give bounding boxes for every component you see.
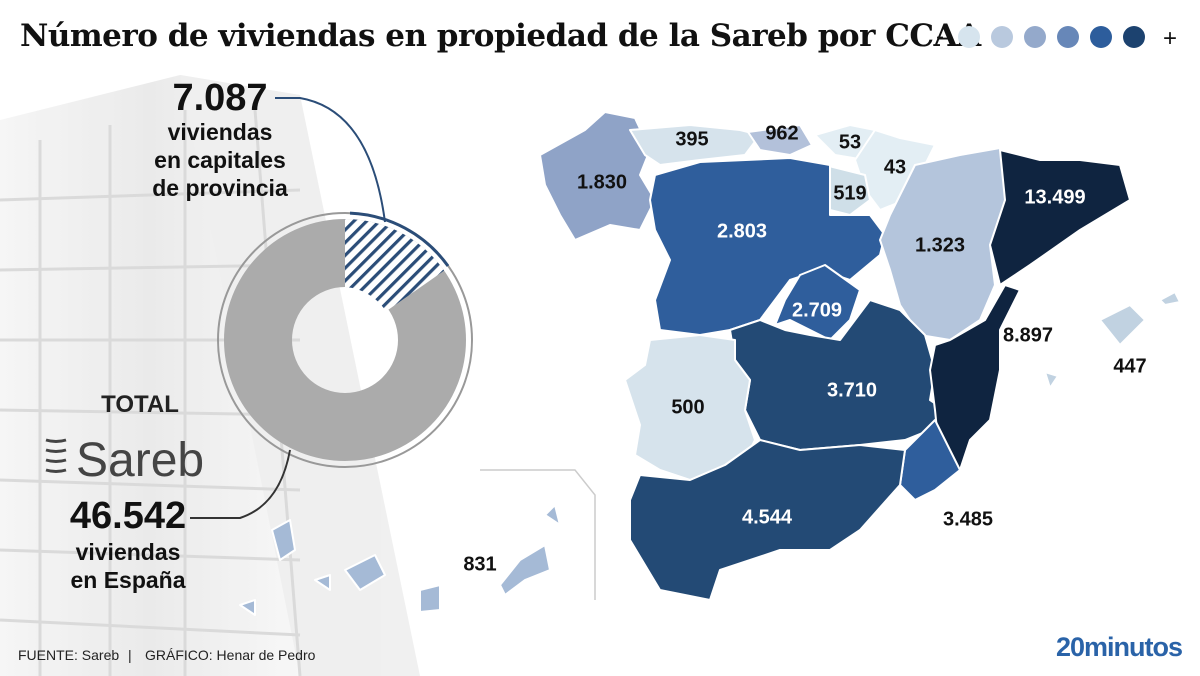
region-label: 13.499: [1024, 186, 1085, 208]
canarias-frame: [480, 469, 596, 600]
region: [899, 419, 961, 501]
source: FUENTE: Sareb: [18, 647, 119, 663]
region-label: 53: [839, 131, 861, 153]
region-label: 3.485: [943, 508, 993, 530]
legend-swatch: [1123, 26, 1145, 48]
capitals-text: viviendas: [168, 119, 273, 145]
legend: - +: [936, 23, 1177, 52]
region-label: 43: [884, 156, 906, 178]
region-label: 500: [671, 396, 704, 418]
region: [929, 284, 1021, 471]
title: Número de viviendas en propiedad de la S…: [20, 18, 982, 54]
capitals-text: de provincia: [152, 175, 288, 201]
legend-swatch: [958, 26, 980, 48]
region-label: 2.803: [717, 220, 767, 242]
legend-swatch: [1057, 26, 1079, 48]
region-label: 1.830: [577, 171, 627, 193]
region-label: 831: [463, 553, 496, 575]
region-label: 519: [833, 182, 866, 204]
legend-swatch: [1024, 26, 1046, 48]
logo: 20minutos: [1056, 632, 1182, 662]
region: [239, 504, 561, 616]
region: [629, 439, 906, 601]
region-label: 1.323: [915, 234, 965, 256]
sareb-logo: Sareb: [45, 434, 204, 487]
region-label: 3.710: [827, 379, 877, 401]
region: [747, 124, 813, 156]
legend-swatch: [991, 26, 1013, 48]
region-label: 447: [1113, 355, 1146, 377]
legend-high: +: [1163, 25, 1177, 52]
map: 1.830 395 962 53 43 519 2.803 1.323 13.499 2.709 3…: [239, 111, 1181, 616]
brand: Sareb: [76, 434, 204, 487]
total-text: viviendas: [76, 539, 181, 565]
legend-swatch: [1090, 26, 1112, 48]
capitals-text: en capitales: [154, 147, 286, 173]
region: [629, 124, 761, 166]
region-label: 962: [765, 122, 798, 144]
region-label: 395: [675, 128, 708, 150]
separator: |: [128, 647, 132, 663]
total-text: en España: [70, 567, 185, 593]
region: [774, 264, 861, 341]
total-value: 46.542: [70, 495, 186, 537]
credit: GRÁFICO: Henar de Pedro: [145, 647, 316, 663]
region-label: 4.544: [742, 506, 793, 528]
region: [729, 299, 946, 451]
donut: [190, 97, 473, 519]
region: [1044, 291, 1181, 389]
capitals-value: 7.087: [172, 77, 267, 119]
legend-low: -: [936, 23, 944, 50]
region: [989, 149, 1131, 286]
region-label: 2.709: [792, 299, 842, 321]
total-label: TOTAL: [101, 391, 179, 418]
region-label: 8.897: [1003, 324, 1053, 346]
